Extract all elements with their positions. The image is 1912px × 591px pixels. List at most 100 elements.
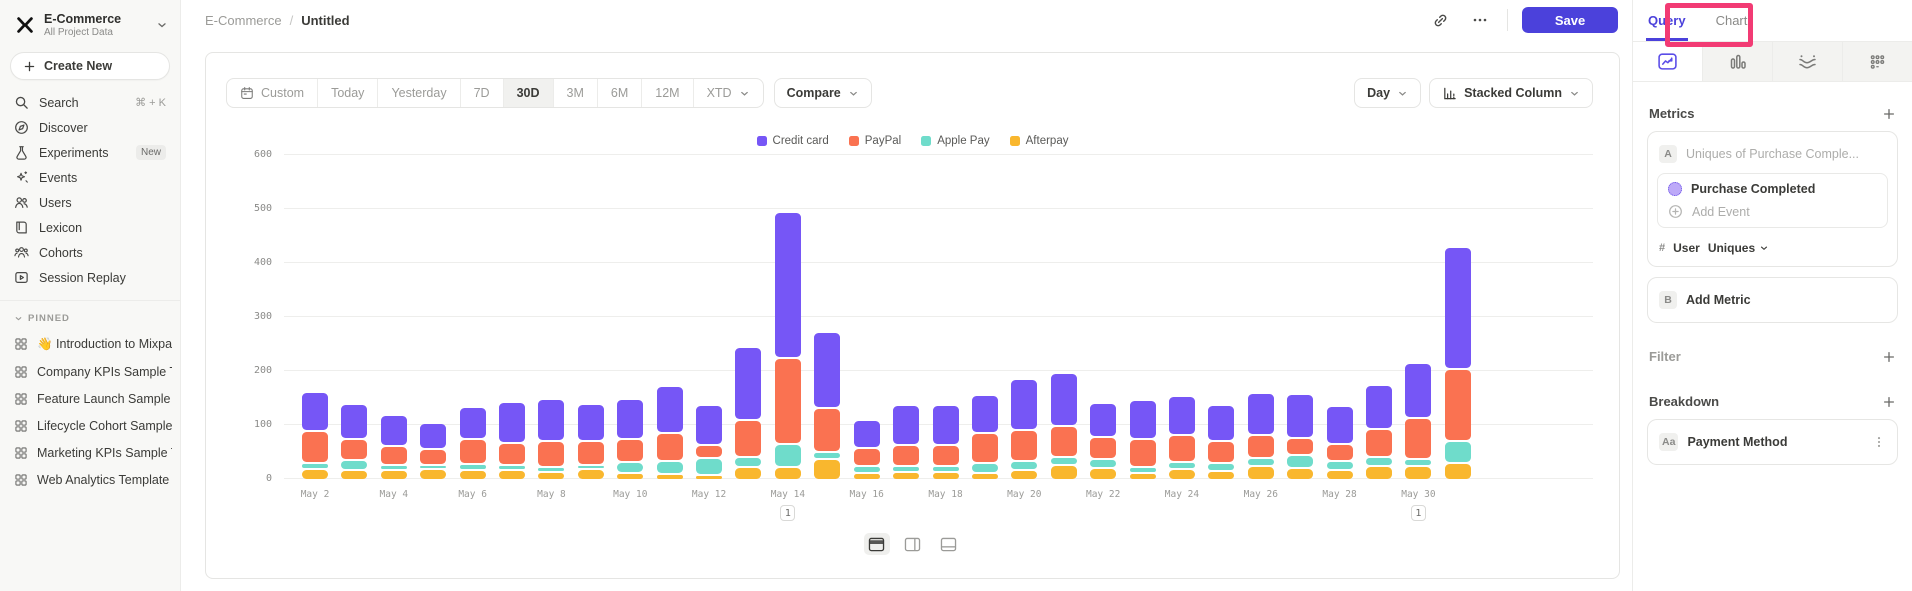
bar-segment-credit-card[interactable] [1129, 401, 1156, 438]
bar-segment-credit-card[interactable] [1247, 394, 1274, 435]
sidebar-item-experiments[interactable]: Experiments New [0, 140, 180, 165]
bar-segment-credit-card[interactable] [341, 405, 368, 438]
pinned-board-item[interactable]: Web Analytics Template [0, 466, 180, 493]
chart-type-tab-flows[interactable] [1773, 42, 1843, 81]
bar-may-22[interactable] [1090, 402, 1117, 479]
date-range-today[interactable]: Today [317, 79, 377, 107]
compare-button[interactable]: Compare [773, 78, 872, 108]
bar-segment-paypal[interactable] [617, 440, 644, 461]
copy-link-button[interactable] [1427, 7, 1453, 33]
bar-segment-afterpay[interactable] [1050, 466, 1077, 479]
event-row[interactable]: Purchase Completed [1666, 178, 1879, 200]
bar-segment-paypal[interactable] [538, 441, 565, 466]
pinned-board-item[interactable]: 👋 Introduction to Mixpanel Bo [0, 330, 180, 358]
bar-may-30[interactable] [1405, 362, 1432, 479]
chart-type-tab-insights[interactable] [1633, 42, 1703, 81]
bar-may-4[interactable] [380, 414, 407, 479]
bar-segment-credit-card[interactable] [459, 408, 486, 439]
add-metric-plus-icon[interactable] [1882, 107, 1896, 121]
legend-item-paypal[interactable]: PayPal [848, 135, 901, 147]
bar-segment-afterpay[interactable] [1090, 468, 1117, 479]
bar-may-2[interactable] [302, 391, 328, 479]
bar-segment-credit-card[interactable] [1326, 407, 1353, 443]
pinned-board-item[interactable]: Feature Launch Sample Templa [0, 385, 180, 412]
bar-segment-paypal[interactable] [656, 433, 683, 461]
bar-segment-paypal[interactable] [1444, 369, 1471, 440]
bar-segment-apple-pay[interactable] [893, 466, 920, 472]
bar-may-25[interactable] [1208, 404, 1235, 479]
pinned-board-item[interactable]: Lifecycle Cohort Sample Temp [0, 412, 180, 439]
bar-may-17[interactable] [893, 404, 920, 479]
bar-segment-paypal[interactable] [380, 447, 407, 464]
bar-segment-credit-card[interactable] [380, 416, 407, 446]
bar-segment-paypal[interactable] [735, 421, 762, 457]
bar-segment-afterpay[interactable] [341, 471, 368, 479]
bar-segment-credit-card[interactable] [499, 403, 526, 443]
bar-segment-afterpay[interactable] [577, 470, 604, 479]
bar-segment-paypal[interactable] [1050, 426, 1077, 457]
bar-segment-credit-card[interactable] [420, 423, 447, 448]
date-range-yesterday[interactable]: Yesterday [377, 79, 459, 107]
bar-segment-credit-card[interactable] [302, 392, 328, 431]
pinned-board-item[interactable]: Company KPIs Sample Templat [0, 358, 180, 385]
bar-segment-paypal[interactable] [459, 440, 486, 464]
bar-segment-afterpay[interactable] [538, 472, 565, 479]
bar-segment-apple-pay[interactable] [1129, 467, 1156, 472]
bar-may-27[interactable] [1287, 393, 1314, 479]
bar-segment-afterpay[interactable] [1326, 470, 1353, 479]
bar-segment-paypal[interactable] [1129, 439, 1156, 466]
bar-segment-afterpay[interactable] [1208, 471, 1235, 479]
bar-segment-credit-card[interactable] [1090, 403, 1117, 437]
bar-segment-apple-pay[interactable] [735, 458, 762, 466]
bar-segment-paypal[interactable] [696, 445, 723, 457]
bar-segment-paypal[interactable] [1365, 430, 1392, 456]
annotation-badge[interactable]: 1 [780, 505, 796, 521]
panel-tab-chart[interactable]: Chart [1715, 13, 1748, 28]
bar-segment-credit-card[interactable] [814, 332, 841, 408]
bar-segment-paypal[interactable] [893, 445, 920, 465]
annotation-badge[interactable]: 1 [1410, 505, 1426, 521]
breakdown-card[interactable]: Aa Payment Method [1647, 419, 1898, 465]
bar-segment-afterpay[interactable] [499, 470, 526, 479]
aggregation-entity[interactable]: User [1673, 241, 1700, 255]
date-range-6m[interactable]: 6M [596, 79, 641, 107]
bar-segment-credit-card[interactable] [971, 395, 998, 432]
bar-may-7[interactable] [499, 401, 526, 479]
bar-segment-paypal[interactable] [1247, 436, 1274, 458]
metric-name-row[interactable]: A Uniques of Purchase Comple... [1657, 141, 1888, 167]
bar-segment-paypal[interactable] [774, 358, 801, 443]
sidebar-item-session-replay[interactable]: Session Replay [0, 265, 180, 290]
bar-segment-apple-pay[interactable] [380, 465, 407, 469]
bar-segment-apple-pay[interactable] [1011, 461, 1038, 469]
bar-may-8[interactable] [538, 398, 565, 479]
bar-segment-afterpay[interactable] [1247, 467, 1274, 479]
bar-segment-afterpay[interactable] [696, 475, 723, 479]
sidebar-item-lexicon[interactable]: Lexicon [0, 215, 180, 240]
bar-segment-credit-card[interactable] [1011, 380, 1038, 430]
bar-segment-paypal[interactable] [341, 439, 368, 459]
bar-segment-credit-card[interactable] [1444, 247, 1471, 368]
add-event-row[interactable]: Add Event [1666, 200, 1879, 223]
bar-segment-afterpay[interactable] [1129, 473, 1156, 479]
bar-may-26[interactable] [1247, 392, 1274, 479]
breadcrumb-project[interactable]: E-Commerce [205, 12, 282, 28]
bar-segment-paypal[interactable] [853, 449, 880, 466]
date-range-3m[interactable]: 3M [552, 79, 597, 107]
bar-may-24[interactable] [1168, 395, 1195, 479]
bar-segment-credit-card[interactable] [893, 406, 920, 444]
bar-segment-apple-pay[interactable] [1090, 460, 1117, 467]
bar-may-12[interactable] [696, 404, 723, 479]
legend-item-credit-card[interactable]: Credit card [756, 135, 829, 147]
bar-may-13[interactable] [735, 346, 762, 479]
bar-segment-paypal[interactable] [1208, 441, 1235, 463]
bar-segment-afterpay[interactable] [932, 473, 959, 479]
aggregation-type-dropdown[interactable]: Uniques [1708, 241, 1769, 255]
bar-segment-credit-card[interactable] [1050, 374, 1077, 425]
bar-segment-paypal[interactable] [1287, 438, 1314, 454]
bar-segment-credit-card[interactable] [696, 406, 723, 444]
bar-segment-afterpay[interactable] [814, 460, 841, 479]
bar-segment-credit-card[interactable] [735, 347, 762, 420]
layout-toggle-chart[interactable] [863, 533, 890, 555]
bar-segment-apple-pay[interactable] [971, 464, 998, 473]
breadcrumb-report-title[interactable]: Untitled [301, 12, 350, 28]
